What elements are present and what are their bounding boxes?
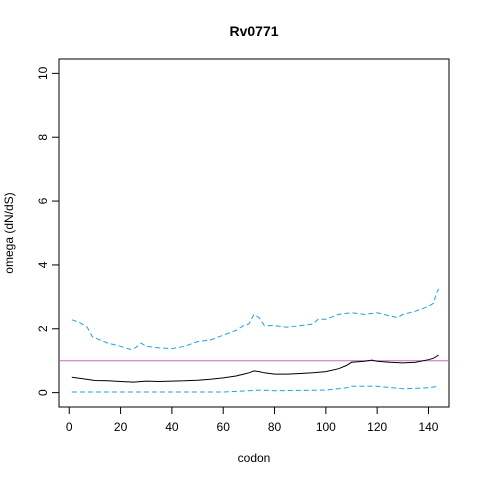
- x-axis: 0 20 40 60 80 100 120 140: [66, 406, 439, 434]
- x-tick-label: 140: [418, 420, 438, 434]
- x-tick-label: 40: [165, 420, 179, 434]
- lower-series-line: [71, 385, 439, 393]
- x-axis-label: codon: [238, 451, 271, 465]
- y-tick-label: 10: [36, 66, 50, 80]
- y-tick-label: 0: [36, 389, 50, 396]
- estimate-series-line: [71, 354, 439, 383]
- y-axis-label: omega (dN/dS): [2, 192, 16, 273]
- upper-series-line: [71, 288, 440, 351]
- y-tick-label: 6: [36, 197, 50, 204]
- y-axis: 0 2 4 6 8 10: [36, 66, 60, 396]
- x-tick-label: 80: [268, 420, 282, 434]
- y-tick-label: 8: [36, 134, 50, 141]
- y-tick-label: 4: [36, 261, 50, 268]
- plot-frame: [58, 58, 450, 408]
- x-tick-label: 20: [114, 420, 128, 434]
- series-layer: [71, 288, 440, 393]
- x-tick-label: 120: [367, 420, 387, 434]
- x-tick-label: 100: [316, 420, 336, 434]
- y-tick-label: 2: [36, 325, 50, 332]
- x-tick-label: 60: [217, 420, 231, 434]
- x-tick-label: 0: [66, 420, 73, 434]
- chart-title: Rv0771: [229, 23, 278, 39]
